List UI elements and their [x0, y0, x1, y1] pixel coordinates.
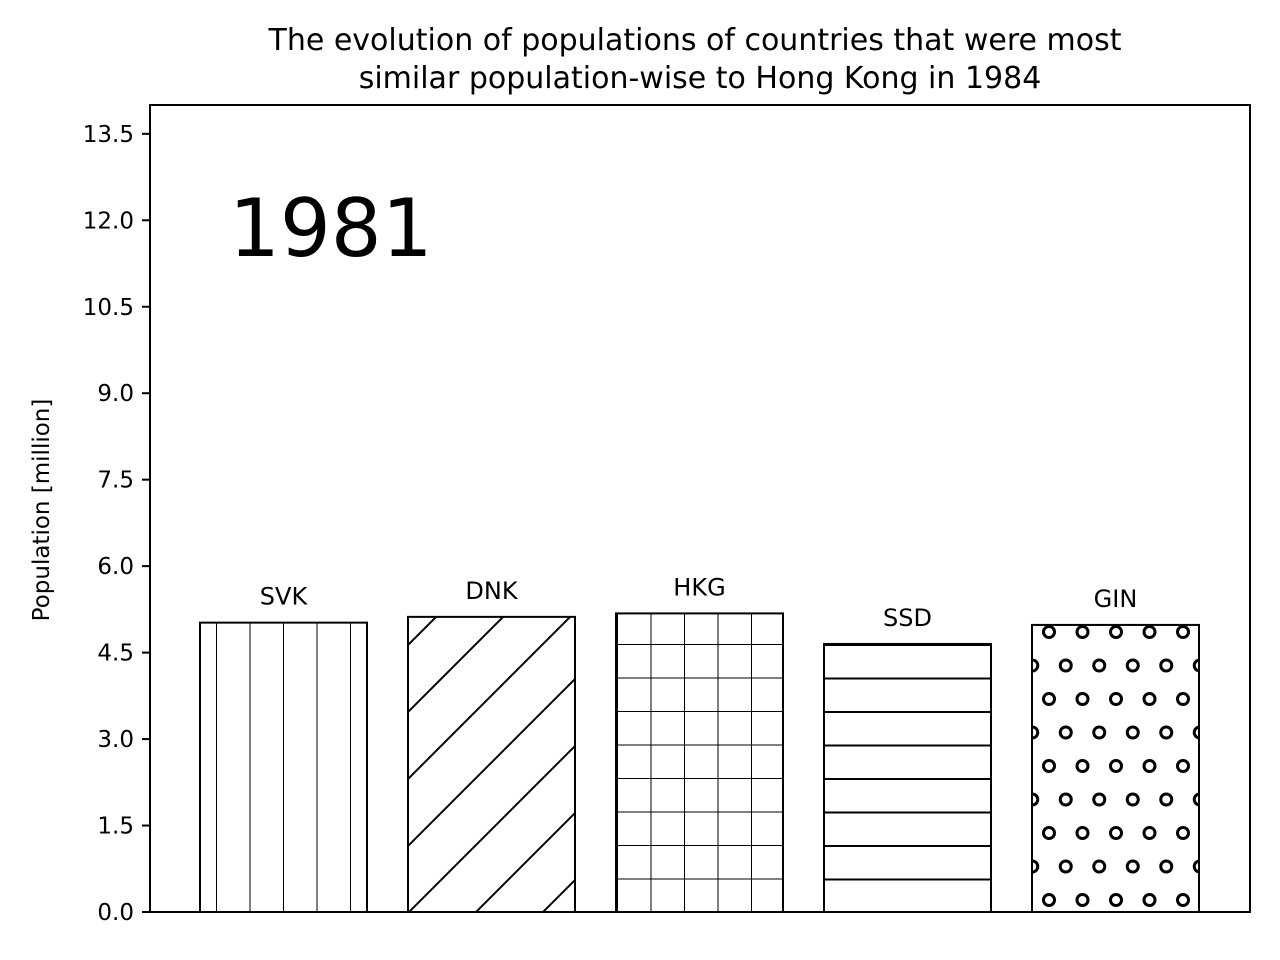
- bar-labels: SVK DNK HKG SSD GIN: [260, 573, 1138, 632]
- bar-label-ssd: SSD: [883, 604, 932, 632]
- chart-title-line-1: The evolution of populations of countrie…: [268, 23, 1122, 58]
- bar-gin: [1031, 623, 1200, 914]
- plot-frame: [149, 104, 1251, 913]
- bar-label-gin: GIN: [1094, 585, 1138, 613]
- bars: [199, 612, 1200, 914]
- y-tick-label: 12.0: [83, 208, 134, 234]
- bar-label-hkg: HKG: [673, 573, 725, 601]
- bar-label-dnk: DNK: [465, 577, 518, 605]
- y-tick-label: 0.0: [97, 900, 134, 926]
- bar-hkg: [615, 612, 784, 913]
- y-tick-label: 13.5: [83, 122, 134, 148]
- y-tick-label: 3.0: [97, 727, 134, 753]
- y-axis-label: Population [million]: [29, 399, 55, 622]
- bar-label-svk: SVK: [260, 583, 309, 611]
- y-axis-ticks: 0.0 1.5 3.0 4.5 6.0 7.5 9.0 10.5 12.0 13.5: [83, 122, 150, 926]
- chart-title: The evolution of populations of countrie…: [268, 23, 1122, 96]
- bar-dnk: [407, 615, 576, 914]
- y-tick-label: 6.0: [97, 554, 134, 580]
- chart-title-line-2: similar population-wise to Hong Kong in …: [359, 61, 1042, 96]
- y-tick-label: 9.0: [97, 381, 134, 407]
- y-tick-label: 1.5: [97, 814, 134, 840]
- y-tick-label: 10.5: [83, 295, 134, 321]
- y-tick-label: 4.5: [97, 641, 134, 667]
- year-annotation: 1981: [229, 182, 433, 275]
- y-tick-label: 7.5: [97, 468, 134, 494]
- bar-ssd: [823, 642, 992, 913]
- bar-svk: [199, 621, 368, 914]
